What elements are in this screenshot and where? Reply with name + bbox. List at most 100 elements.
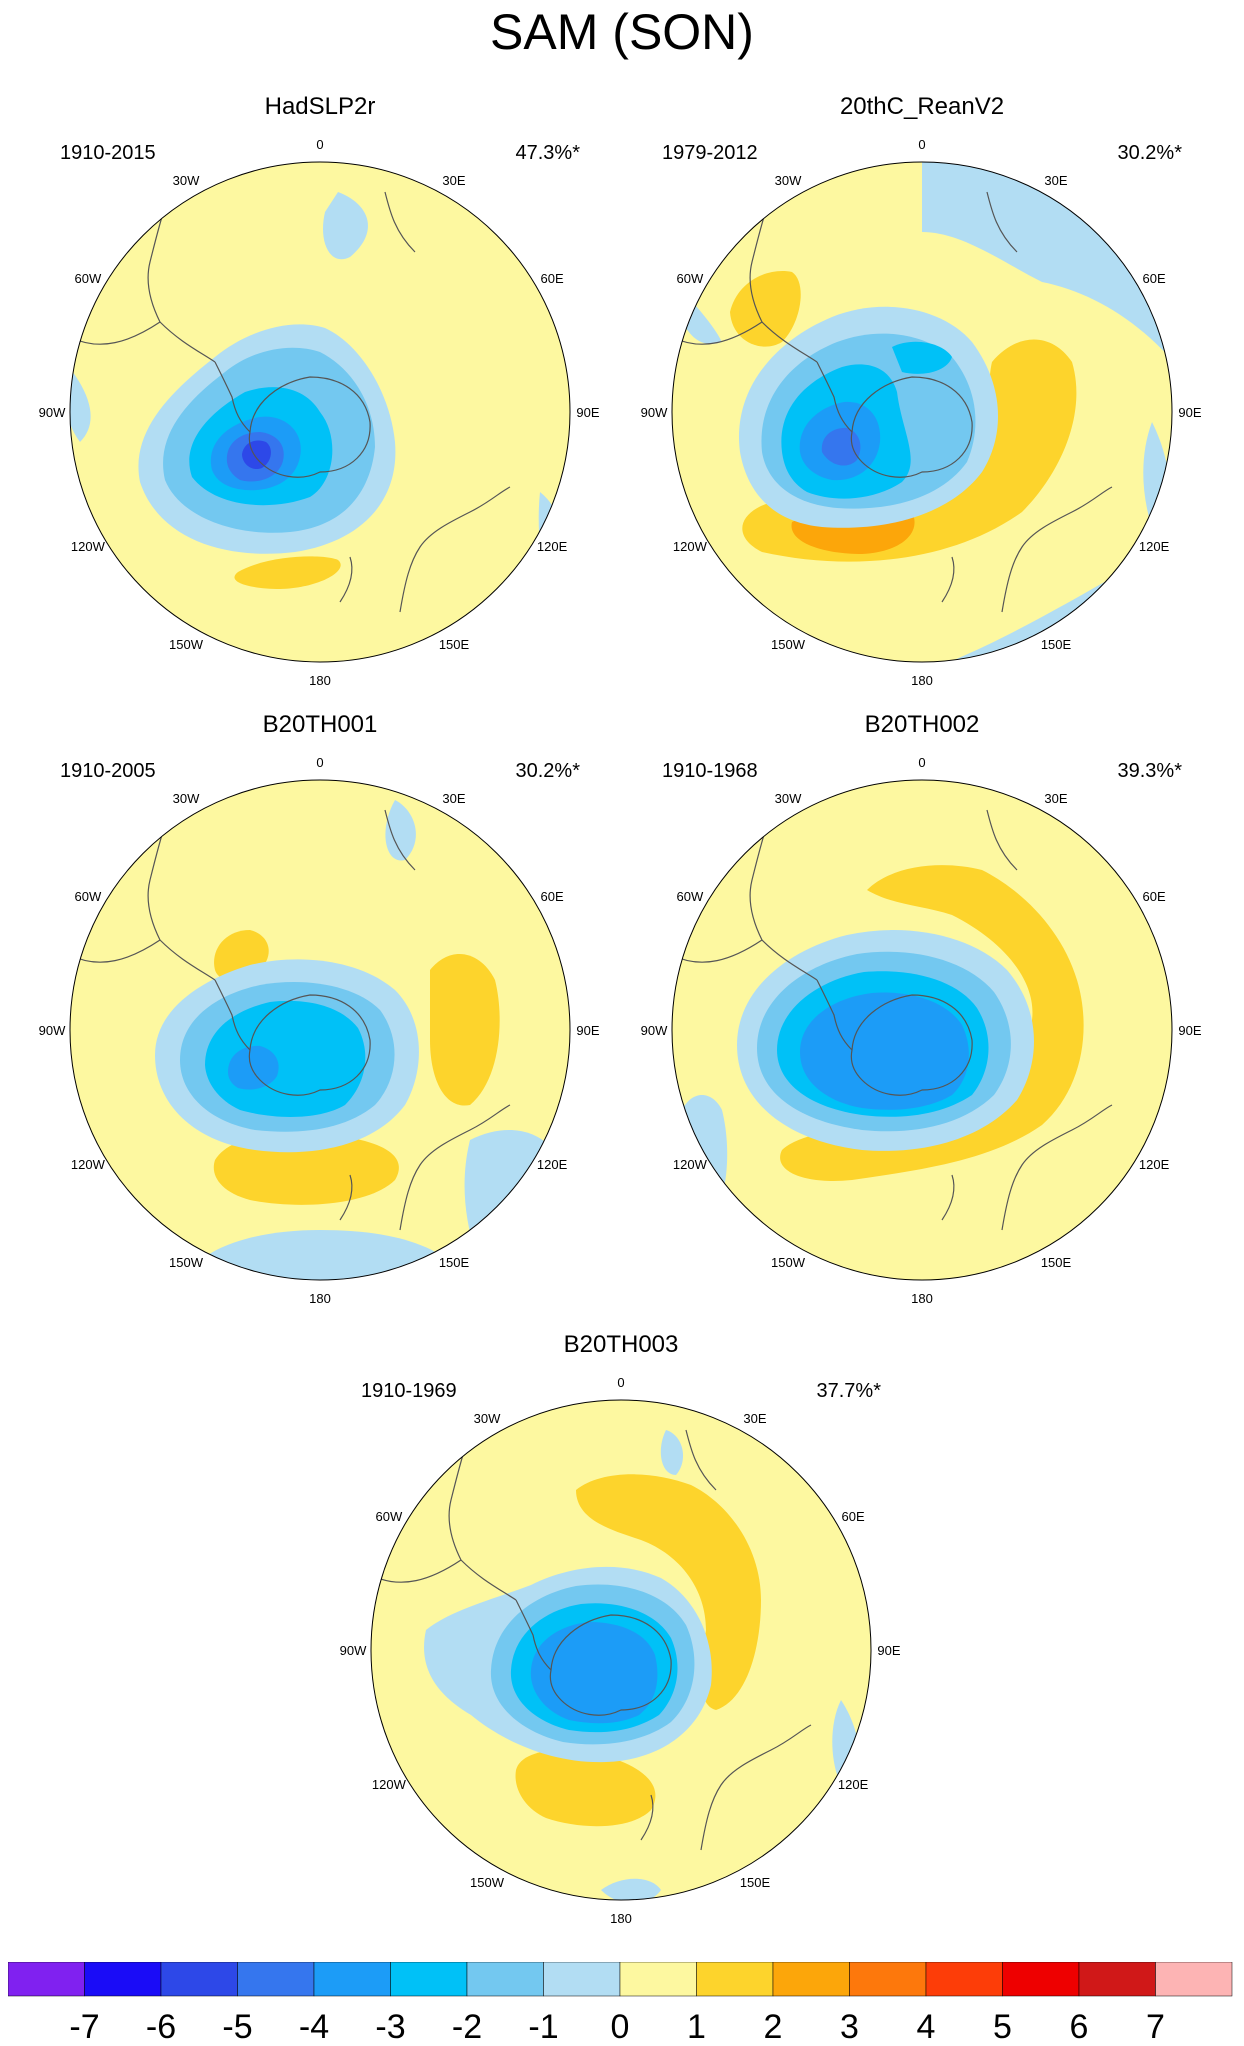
longitude-label: 150W [771, 1255, 806, 1270]
contour-pos1 [730, 271, 801, 347]
longitude-label: 90E [1178, 1023, 1201, 1038]
colorbar-label: -5 [222, 2008, 252, 2046]
contour-pos1 [515, 1750, 656, 1827]
colorbar-box [1002, 1962, 1080, 1997]
longitude-label: 30W [775, 173, 802, 188]
longitude-label: 120W [71, 539, 106, 554]
longitude-label: 90W [39, 405, 66, 420]
period-label: 1910-1969 [361, 1380, 457, 1402]
longitude-label: 30E [743, 1411, 766, 1426]
period-label: 1910-2015 [60, 142, 156, 164]
contour-neg6 [242, 440, 271, 470]
contour-neg1 [385, 800, 416, 861]
longitude-label: 60W [376, 1509, 403, 1524]
variance-label: 39.3%* [1117, 760, 1183, 782]
colorbar-box [8, 1962, 85, 1997]
longitude-label: 150W [470, 1875, 505, 1890]
longitude-label: 150E [439, 637, 470, 652]
longitude-label: 150E [439, 1255, 470, 1270]
longitude-label: 60E [1143, 271, 1166, 286]
longitude-label: 0 [617, 1375, 624, 1390]
longitude-labels: 0 30E 60E 90E 120E 150E 180 150W 120W 90W 60W 30W [641, 137, 1202, 688]
colorbar-label: 3 [840, 2008, 859, 2046]
map-panel-b20th001: B20TH001 1910-2005 30.2%* 0 30E 60E 90 [20, 710, 620, 1330]
colorbar-box [84, 1962, 162, 1997]
contour-neg1 [464, 1130, 565, 1251]
colorbar-box [313, 1962, 391, 1997]
panel-title: HadSLP2r [264, 93, 376, 120]
longitude-labels: 0 30E 60E 90E 120E 150E 180 150W 120W 90W 60W 30W [39, 137, 600, 688]
polar-map: 0 30E 60E 90E 120E 150E 180 150W 120W 90W 60W 30W [641, 137, 1202, 688]
contour-pos1 [576, 1474, 761, 1710]
longitude-label: 120E [1139, 539, 1170, 554]
contour-neg1 [601, 1878, 661, 1900]
longitude-label: 120W [71, 1157, 106, 1172]
longitude-label: 150W [169, 637, 204, 652]
longitude-label: 60W [677, 889, 704, 904]
colorbar-label: -4 [299, 2008, 329, 2046]
longitude-label: 30E [1044, 791, 1067, 806]
longitude-label: 30W [173, 173, 200, 188]
colorbar-label: 4 [917, 2008, 936, 2046]
contour-neg4 [800, 992, 969, 1110]
longitude-label: 60W [75, 889, 102, 904]
longitude-label: 0 [918, 137, 925, 152]
contour-positive [234, 556, 341, 589]
period-label: 1910-1968 [662, 760, 758, 782]
colorbar-label: -6 [146, 2008, 176, 2046]
colorbar-label: -3 [375, 2008, 405, 2046]
colorbar-box [619, 1962, 697, 1997]
longitude-label: 150E [1041, 637, 1072, 652]
contour-pos1 [213, 1133, 399, 1205]
longitude-label: 180 [309, 1291, 331, 1306]
colorbar-box [1155, 1962, 1233, 1997]
contour-neg5 [821, 427, 861, 466]
colorbar-label: -7 [69, 2008, 99, 2046]
panel-title: 20thC_ReanV2 [839, 93, 1005, 120]
longitude-label: 60W [677, 271, 704, 286]
longitude-labels: 0 30E 60E 90E 120E 150E 180 150W 120W 90W 60W 30W [340, 1375, 901, 1926]
colorbar-box [1078, 1962, 1156, 1997]
longitude-label: 60E [541, 271, 564, 286]
longitude-label: 120E [537, 539, 568, 554]
longitude-label: 180 [309, 673, 331, 688]
longitude-label: 120W [372, 1777, 407, 1792]
polar-map: 0 30E 60E 90E 120E 150E 180 150W 120W 90W 60W 30W [39, 755, 600, 1306]
colorbar-box [849, 1962, 927, 1997]
longitude-label: 180 [911, 673, 933, 688]
colorbar-box [543, 1962, 621, 1997]
colorbar-label: -2 [452, 2008, 482, 2046]
contour-neg1 [660, 1430, 684, 1475]
longitude-label: 150W [169, 1255, 204, 1270]
colorbar-label: 2 [764, 2008, 783, 2046]
colorbar-label: 5 [993, 2008, 1012, 2046]
longitude-labels: 0 30E 60E 90E 120E 150E 180 150W 120W 90W 60W 30W [641, 755, 1202, 1306]
longitude-label: 180 [610, 1911, 632, 1926]
panel-title: B20TH002 [864, 711, 980, 738]
colorbar-box [772, 1962, 850, 1997]
figure-title: SAM (SON) [490, 4, 754, 60]
longitude-label: 90E [576, 405, 599, 420]
panel-title: B20TH001 [262, 711, 378, 738]
longitude-label: 150E [1041, 1255, 1072, 1270]
longitude-label: 30W [173, 791, 200, 806]
longitude-label: 30E [1044, 173, 1067, 188]
longitude-label: 30W [775, 791, 802, 806]
longitude-label: 90E [1178, 405, 1201, 420]
contour-neg3b [892, 341, 952, 374]
coastlines [70, 191, 511, 613]
longitude-label: 60E [842, 1509, 865, 1524]
polar-map: 0 30E 60E 90E 120E 150E 180 150W 120W 90W 60W 30W [340, 1375, 901, 1926]
contour-neg1 [682, 1095, 728, 1215]
panel-title: B20TH003 [563, 1331, 679, 1358]
longitude-label: 120W [673, 1157, 708, 1172]
coastlines [672, 191, 1113, 613]
longitude-label: 150W [771, 637, 806, 652]
colorbar-label: 7 [1146, 2008, 1165, 2046]
longitude-label: 150E [740, 1875, 771, 1890]
period-label: 1910-2005 [60, 760, 156, 782]
longitude-label: 60W [75, 271, 102, 286]
longitude-label: 60E [1143, 889, 1166, 904]
contour-neg4 [530, 1622, 658, 1724]
longitude-label: 120E [838, 1777, 869, 1792]
